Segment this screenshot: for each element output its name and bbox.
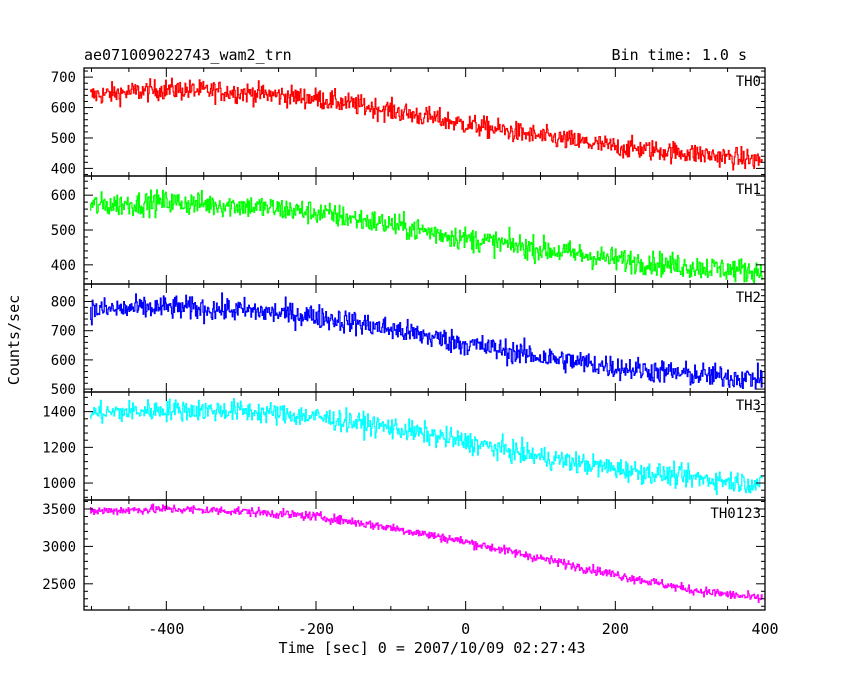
y-tick-label: 500 [51,223,76,239]
y-tick-label: 500 [51,382,76,398]
chart-title: ae071009022743_wam2_trn [84,46,292,64]
panels-group: 400 500 600 700 TH0 400 500 600 TH1 500 600 700 800 T… [42,67,779,638]
y-tick-label: 600 [51,353,76,369]
panel-label-th0: TH0 [736,74,761,90]
series-line-th0123 [89,503,763,603]
x-axis-label: Time [sec] 0 = 2007/10/09 02:27:43 [278,639,585,657]
y-tick-label: 3500 [42,502,76,518]
series-line-th3 [89,398,763,495]
panel-label-th1: TH1 [736,182,761,198]
panel-th0: 400 500 600 700 TH0 [51,67,766,177]
panel-frame [83,499,766,611]
y-tick-label: 800 [51,295,76,311]
panel-label-th0123: TH0123 [710,506,761,522]
y-tick-label: 1200 [42,440,76,456]
y-tick-label: 400 [51,161,76,177]
panel-th1: 400 500 600 TH1 [51,175,766,285]
x-tick-label: 0 [461,620,470,638]
x-tick-label: -400 [148,620,184,638]
panel-th2: 500 600 700 800 TH2 [51,283,766,398]
x-tick-label: 200 [602,620,629,638]
panel-th0123: 2500 3000 3500 TH0123 [42,499,766,611]
panel-th3: 1000 1200 1400 TH3 [42,391,766,501]
y-tick-label: 2500 [42,577,76,593]
panel-label-th3: TH3 [736,398,761,414]
y-axis-label: Counts/sec [5,295,23,385]
y-tick-label: 600 [51,188,76,204]
series-line-th2 [89,292,763,390]
x-tick-label: -200 [298,620,334,638]
series-line-th1 [89,189,763,284]
y-tick-label: 700 [51,324,76,340]
panel-label-th2: TH2 [736,290,761,306]
y-tick-label: 600 [51,101,76,117]
y-tick-label: 1000 [42,476,76,492]
series-line-th0 [89,77,763,171]
y-tick-label: 400 [51,258,76,274]
y-tick-label: 700 [51,70,76,86]
y-tick-label: 1400 [42,405,76,421]
y-tick-label: 3000 [42,539,76,555]
bin-time-label: Bin time: 1.0 s [612,46,747,64]
x-tick-label: 400 [751,620,778,638]
y-tick-label: 500 [51,131,76,147]
